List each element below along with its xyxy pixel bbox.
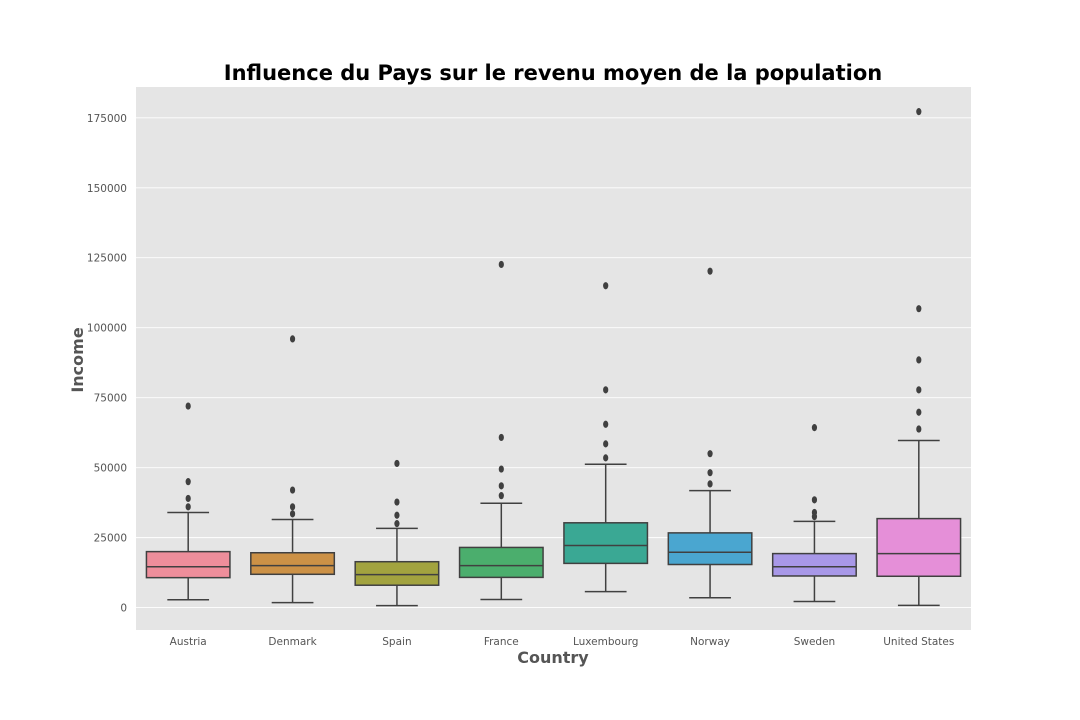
outlier-point [289, 503, 296, 511]
box-group [563, 282, 649, 593]
box-group [876, 108, 962, 607]
x-tick-label: Spain [382, 636, 411, 648]
outlier-point [394, 459, 400, 468]
x-tick-label: Luxembourg [573, 636, 638, 648]
outlier-point [394, 511, 400, 519]
outlier-point [707, 267, 713, 275]
outlier-point [289, 510, 296, 518]
outlier-point [707, 469, 713, 477]
outlier-point [916, 386, 922, 394]
box [250, 551, 336, 576]
boxes [145, 108, 962, 607]
outlier-point [811, 424, 818, 432]
outlier-point [603, 440, 609, 448]
outlier-point [916, 425, 922, 433]
x-tick-label: Denmark [268, 636, 317, 648]
outlier-point [916, 305, 922, 313]
box [563, 522, 649, 565]
y-tick-labels: 0 25000 50000 75000 100000 125000 150000 175000 [87, 113, 127, 615]
box-group [145, 402, 231, 601]
box-group [354, 459, 440, 607]
plot-area [136, 87, 971, 630]
box [354, 560, 440, 586]
outlier-point [707, 480, 713, 488]
outlier-point [498, 433, 504, 442]
outlier-point [811, 508, 818, 517]
box-group [458, 260, 544, 601]
outlier-point [185, 503, 191, 511]
outlier-point [916, 356, 922, 364]
x-tick-label: Sweden [794, 636, 836, 648]
outlier-point [394, 520, 400, 528]
gridlines [136, 117, 971, 609]
outlier-point [498, 465, 504, 473]
box [667, 532, 753, 566]
outlier-point [603, 282, 609, 290]
y-tick-label: 175000 [87, 113, 127, 125]
outlier-point [916, 408, 922, 416]
outlier-point [603, 454, 609, 462]
outlier-point [185, 478, 191, 486]
y-tick-label: 100000 [87, 323, 127, 335]
outlier-point [289, 335, 296, 343]
box [771, 552, 857, 577]
y-tick-label: 125000 [87, 253, 127, 265]
y-tick-label: 75000 [94, 393, 127, 405]
x-tick-label: United States [883, 636, 954, 648]
box [876, 517, 962, 578]
y-tick-label: 25000 [94, 533, 127, 545]
outlier-point [916, 108, 922, 116]
outlier-point [498, 260, 504, 269]
outlier-point [603, 386, 609, 394]
box-group [667, 267, 753, 599]
chart-title: Influence du Pays sur le revenu moyen de… [224, 61, 882, 85]
outlier-point [185, 494, 191, 503]
x-tick-label: Austria [170, 636, 207, 648]
outlier-point [185, 402, 191, 410]
outlier-point [811, 496, 818, 504]
outlier-point [707, 450, 713, 458]
y-tick-label: 150000 [87, 183, 127, 195]
x-axis-label: Country [517, 648, 589, 667]
outlier-point [603, 420, 609, 428]
box [458, 546, 544, 579]
box [145, 550, 231, 579]
outlier-point [498, 482, 504, 490]
box-group [250, 335, 336, 604]
outlier-point [289, 486, 296, 494]
outlier-point [498, 492, 504, 500]
box-group [771, 424, 857, 603]
y-axis-label: Income [68, 327, 87, 392]
y-tick-label: 50000 [94, 463, 127, 475]
outlier-point [394, 498, 400, 506]
x-tick-label: Norway [690, 636, 730, 648]
y-tick-label: 0 [120, 603, 127, 615]
x-tick-label: France [484, 636, 519, 648]
x-tick-labels: Austria Denmark Spain France Luxembourg Norwa… [170, 636, 955, 648]
